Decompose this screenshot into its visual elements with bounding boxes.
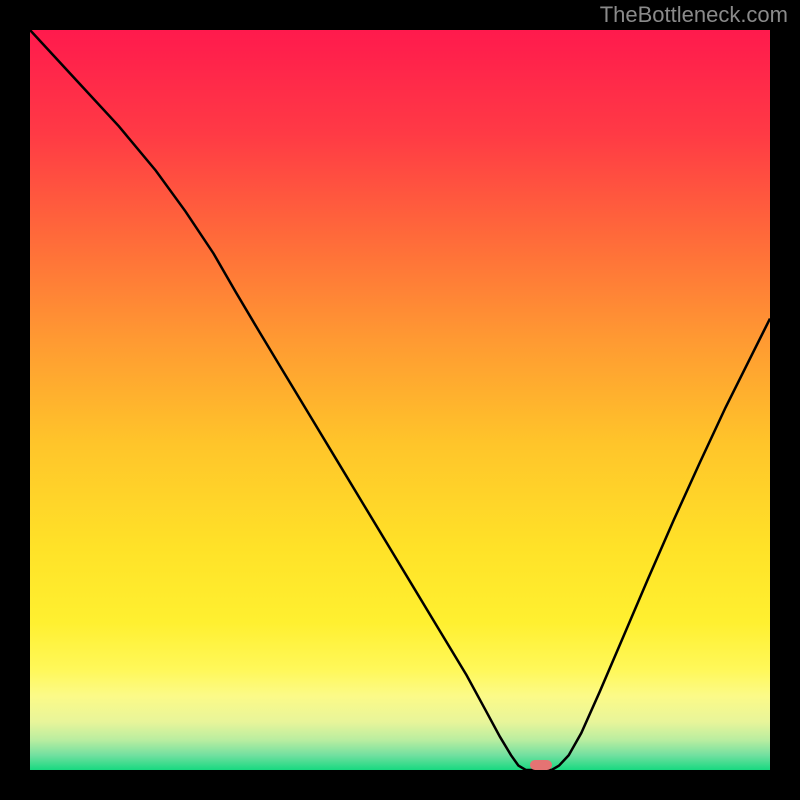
chart-svg bbox=[30, 30, 770, 770]
plot-area bbox=[30, 30, 770, 770]
gradient-background bbox=[30, 30, 770, 770]
attribution-label: TheBottleneck.com bbox=[600, 2, 788, 28]
bottleneck-marker bbox=[530, 760, 552, 770]
chart-root: TheBottleneck.com bbox=[0, 0, 800, 800]
